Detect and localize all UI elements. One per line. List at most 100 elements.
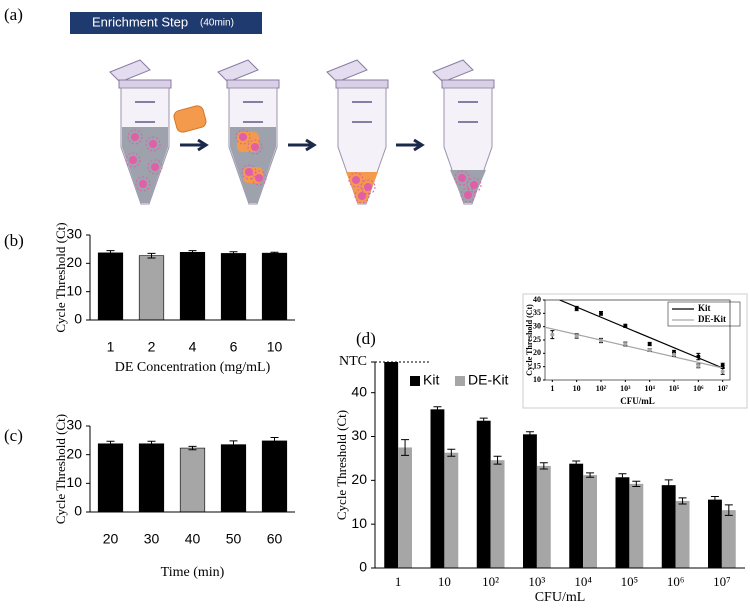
y-tick-label: 10	[66, 282, 82, 298]
point	[598, 338, 603, 343]
error-bar	[106, 440, 115, 447]
bar	[708, 499, 722, 568]
bar	[398, 447, 412, 568]
legend-label: Kit	[423, 372, 439, 388]
error-bar	[525, 431, 534, 438]
error-bar	[618, 473, 627, 482]
y-tick-label: 20	[66, 254, 82, 270]
y-tick-label: 10	[66, 474, 82, 490]
axes	[89, 235, 295, 321]
x-tick-label: 10³	[620, 384, 631, 393]
x-tick-label: 50	[226, 531, 242, 547]
bar	[179, 447, 206, 513]
error-bar	[270, 436, 279, 445]
error-bar	[401, 439, 410, 456]
bar	[261, 252, 288, 321]
error-bar	[229, 251, 238, 256]
x-tick-label: 6	[230, 339, 238, 355]
x-tick-label: 4	[189, 339, 197, 355]
point	[598, 311, 603, 316]
bar	[220, 444, 247, 513]
x-axis-title: Time (min)	[161, 565, 225, 580]
x-tick-label: 10⁴	[644, 384, 655, 393]
error-bar	[479, 417, 488, 424]
point	[720, 363, 725, 368]
bar	[629, 483, 644, 568]
y-tick-label: 35	[533, 308, 541, 317]
bar	[261, 440, 288, 513]
point	[672, 352, 677, 357]
x-tick-label: 40	[185, 531, 201, 547]
bar	[444, 452, 459, 568]
x-tick-label: 1	[395, 574, 402, 589]
bar	[430, 409, 445, 568]
x-tick-label: 10	[267, 339, 283, 355]
bar	[721, 510, 736, 568]
error-bar	[106, 250, 115, 256]
x-tick-label: 20	[103, 531, 119, 547]
point	[574, 306, 579, 311]
bar	[220, 253, 247, 321]
y-tick-label: NTC	[339, 354, 367, 369]
point	[696, 363, 701, 368]
y-tick-label: 15	[533, 361, 541, 370]
point	[696, 354, 701, 359]
legend-label: DE-Kit	[468, 372, 509, 388]
point	[647, 348, 652, 353]
bar	[615, 477, 630, 568]
bar	[661, 485, 676, 568]
bar	[490, 460, 505, 568]
tube	[432, 59, 495, 205]
error-bar	[147, 440, 156, 447]
bar	[523, 434, 537, 568]
y-tick-label: 10	[533, 375, 541, 384]
y-tick-label: 30	[66, 226, 82, 242]
step-title: Enrichment Step	[92, 14, 188, 29]
step-time: (40min)	[200, 18, 234, 29]
y-tick-label: 20	[533, 348, 541, 357]
error-bar	[188, 445, 197, 451]
y-axis-title: Cycle Threshold (Ct)	[525, 304, 534, 376]
legend-label: DE-Kit	[698, 314, 726, 324]
tube	[326, 59, 389, 205]
error-bar	[572, 460, 581, 467]
error-bar	[147, 252, 156, 259]
x-tick-label: 10⁷	[717, 384, 728, 393]
error-bar	[493, 455, 502, 465]
y-tick-label: 20	[351, 471, 367, 487]
x-tick-label: 10	[438, 574, 451, 589]
y-tick-label: 0	[74, 311, 82, 327]
legend-label: Kit	[698, 303, 711, 313]
panel-label: (a)	[4, 5, 23, 24]
y-tick-label: 20	[66, 445, 82, 461]
y-axis-title: Cycle Threshold (Ct)	[53, 222, 68, 332]
error-bar	[188, 250, 197, 255]
y-tick-label: 0	[359, 559, 367, 575]
x-axis-title: CFU/mL	[620, 396, 655, 406]
axes	[89, 426, 295, 513]
point	[720, 369, 725, 374]
y-tick-label: 25	[533, 335, 541, 344]
bar	[476, 420, 491, 568]
step-banner	[70, 12, 262, 34]
bar	[97, 443, 124, 513]
x-tick-label: 1	[107, 339, 115, 355]
point	[623, 342, 628, 346]
x-tick-label: 10⁶	[667, 574, 685, 589]
error-bar	[678, 497, 687, 505]
tube	[109, 59, 172, 205]
y-tick-label: 10	[351, 515, 367, 531]
panel-label: (c)	[4, 426, 23, 445]
error-bar	[433, 406, 442, 413]
x-tick-label: 30	[144, 531, 160, 547]
y-tick-label: 30	[351, 427, 367, 443]
trendline	[559, 300, 723, 369]
error-bar	[724, 504, 733, 516]
bar	[675, 500, 690, 568]
x-axis-title: DE Concentration (mg/mL)	[115, 360, 271, 375]
y-tick-label: 0	[74, 503, 82, 519]
point	[623, 323, 628, 328]
trendline	[545, 326, 723, 369]
legend-swatch	[410, 376, 420, 386]
bar	[569, 463, 584, 568]
